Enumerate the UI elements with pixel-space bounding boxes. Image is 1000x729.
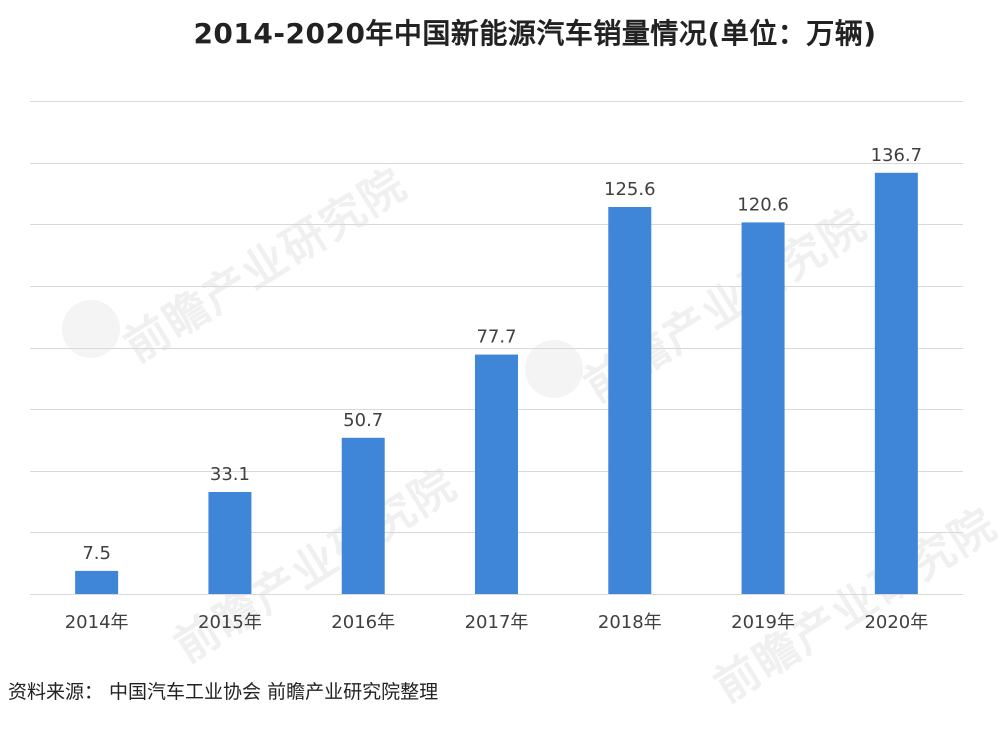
bar-value-label: 7.5 [82, 543, 111, 564]
x-tick-label: 2020年 [864, 612, 928, 633]
bar [608, 206, 652, 594]
chart-title: 2014-2020年中国新能源汽车销量情况(单位：万辆) [193, 17, 877, 50]
bar-value-label: 33.1 [210, 464, 250, 485]
bar [208, 492, 252, 594]
x-tick-label: 2016年 [331, 612, 395, 633]
bars [75, 172, 918, 594]
x-tick-labels: 2014年 2015年 2016年 2017年 2018年 2019年 2020年 [65, 612, 929, 633]
x-tick-label: 2015年 [198, 612, 262, 633]
x-tick-label: 2019年 [731, 612, 795, 633]
bar-value-label: 120.6 [737, 194, 789, 215]
bar-value-label: 50.7 [343, 410, 383, 431]
bar [475, 354, 518, 594]
bar [75, 570, 119, 594]
bar [341, 437, 385, 594]
x-tick-label: 2018年 [598, 612, 662, 633]
bar [874, 172, 918, 594]
source-note: 资料来源： 中国汽车工业协会 前瞻产业研究院整理 [8, 681, 439, 703]
bar-value-label: 125.6 [604, 179, 656, 200]
bar-value-label: 136.7 [871, 145, 923, 166]
x-tick-label: 2017年 [465, 612, 529, 633]
bar [741, 222, 785, 594]
bar-value-label: 77.7 [476, 327, 516, 348]
value-labels: 7.5 33.1 50.7 77.7 125.6 120.6 136.7 [82, 145, 922, 564]
x-tick-label: 2014年 [65, 612, 129, 633]
